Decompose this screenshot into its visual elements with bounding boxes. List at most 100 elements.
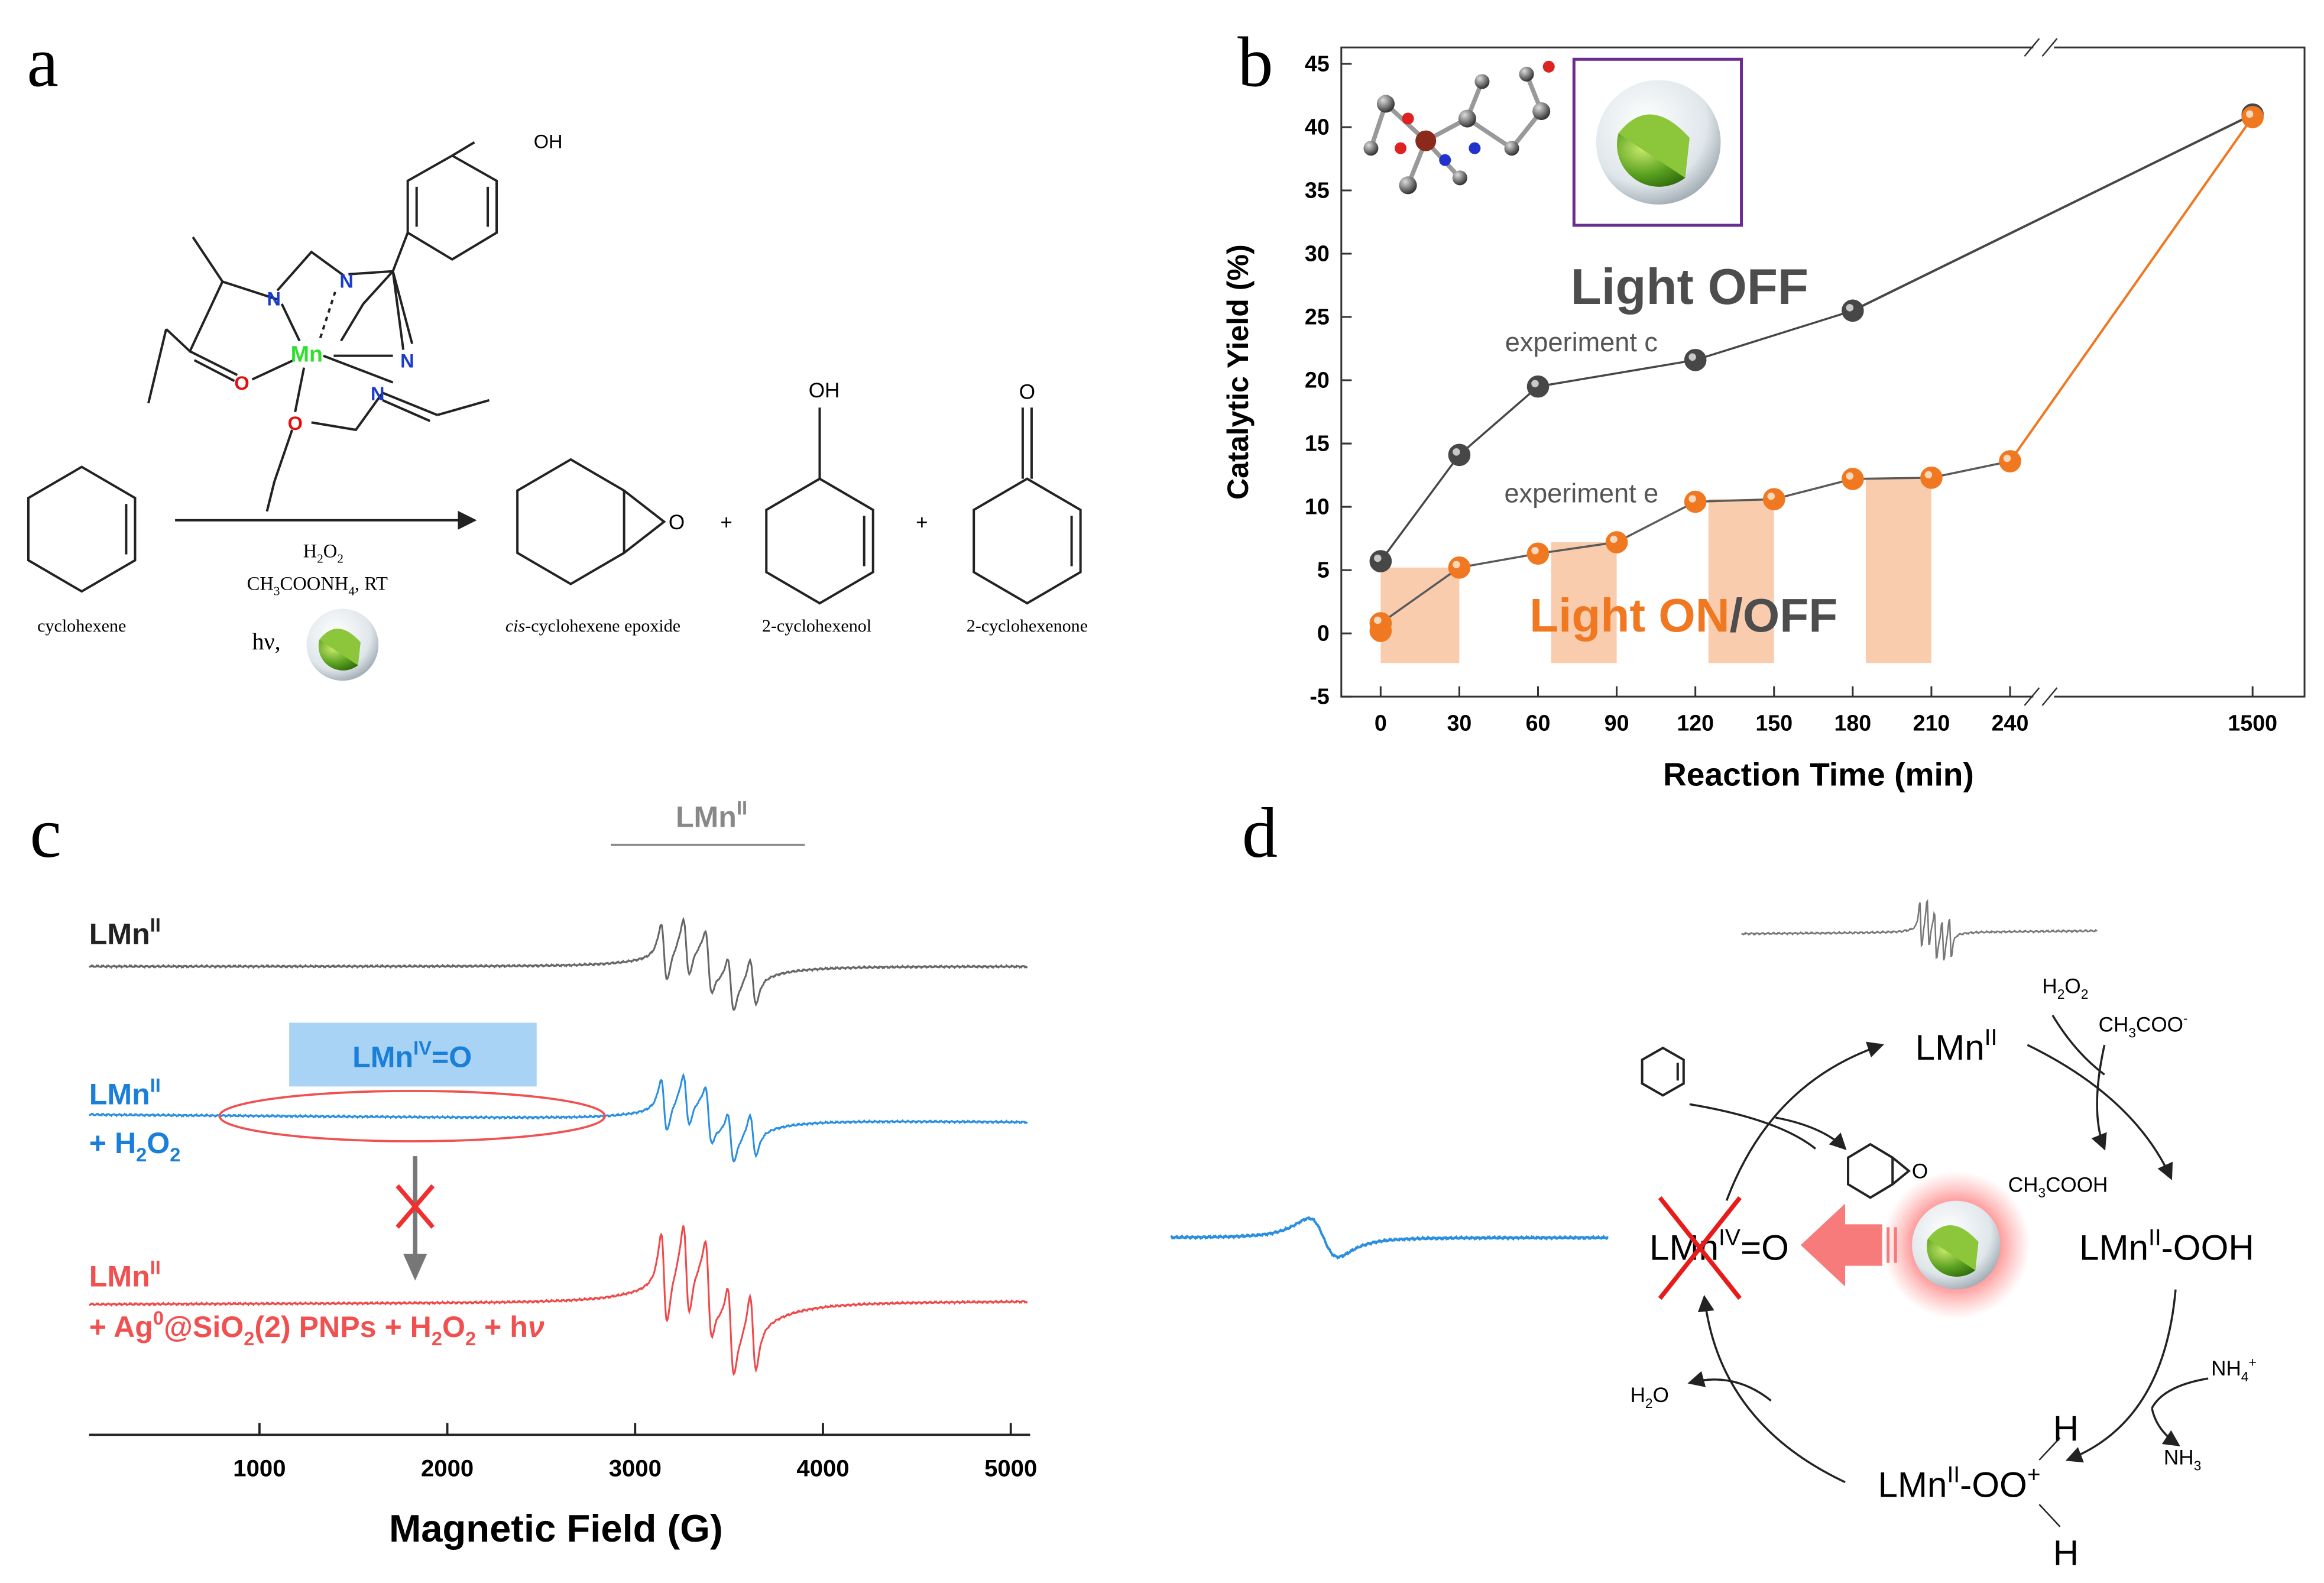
panel-a: a OH N N N N Mn O O H2O2 CH3COONH4, RT h… bbox=[27, 23, 1088, 681]
compound-name: cyclohexene bbox=[37, 616, 126, 636]
text-run: LMn bbox=[2079, 1228, 2148, 1268]
atom-label: N bbox=[339, 270, 354, 292]
series-line-tail bbox=[2009, 116, 2254, 462]
text-run: H bbox=[2042, 975, 2057, 998]
panel-c: c LMnII LMnII LMnIV=O LMnII + H2O2 LMnII… bbox=[30, 794, 1037, 1550]
text-run: II bbox=[2148, 1225, 2161, 1250]
y-tick-label: 15 bbox=[1305, 431, 1330, 456]
text-run: 2-cyclohexenone bbox=[967, 616, 1088, 636]
annotation: Light OFF bbox=[1571, 259, 1808, 315]
point-highlight bbox=[1767, 492, 1775, 500]
x-tick-label: 3000 bbox=[609, 1456, 662, 1482]
point-highlight bbox=[1610, 535, 1618, 543]
reagent: CH3COO- bbox=[2099, 1011, 2188, 1041]
x-tick-label: 30 bbox=[1447, 711, 1472, 736]
data-point bbox=[1999, 450, 2021, 472]
panel-label: d bbox=[1242, 794, 1278, 873]
series-line-tail bbox=[1852, 113, 2254, 312]
molecule-inset bbox=[1363, 60, 1555, 195]
data-point bbox=[1762, 488, 1785, 511]
text-run: CH bbox=[247, 574, 274, 595]
x-tick-label: 4000 bbox=[796, 1456, 849, 1482]
spectrum bbox=[89, 917, 1028, 1011]
text-run: =O bbox=[1740, 1228, 1789, 1268]
text-run: 2 bbox=[136, 1144, 147, 1166]
reagent: hν, bbox=[252, 628, 280, 655]
text-run: II bbox=[737, 798, 747, 819]
x-tick-label: 120 bbox=[1677, 711, 1714, 736]
bond bbox=[2038, 1437, 2061, 1461]
plot-area: -5 0 5 10 15 20 25 30 35 40 45 0 30 60 90 120 150 180 210 2… bbox=[1305, 51, 2277, 736]
y-tick-label: 35 bbox=[1305, 178, 1330, 203]
text-run: (2) PNPs + H bbox=[254, 1310, 431, 1344]
nanoparticle bbox=[1596, 80, 1721, 205]
y-axis-label: Catalytic Yield (%) bbox=[1221, 244, 1255, 500]
reagent: NH4+ bbox=[2211, 1354, 2257, 1384]
text-run: 2 bbox=[1645, 1396, 1653, 1411]
x-tick-label: 2000 bbox=[421, 1456, 474, 1482]
x-axis-ticks: 1000 2000 3000 4000 5000 bbox=[233, 1423, 1037, 1482]
data-point bbox=[2241, 106, 2264, 128]
cross bbox=[1658, 1196, 1742, 1300]
text-run: H bbox=[1631, 1384, 1645, 1407]
text-run: II bbox=[150, 915, 161, 936]
light-on-band bbox=[1551, 542, 1617, 663]
panel-d: d LMnII H2O2 CH3COO- CH3COOH LMnII-OOH N… bbox=[1170, 794, 2257, 1573]
text-run: II bbox=[150, 1074, 161, 1096]
data-point bbox=[1684, 349, 1707, 371]
spectra bbox=[1170, 899, 2098, 1260]
y-tick-label: 10 bbox=[1305, 494, 1330, 519]
y-tick-label: 0 bbox=[1317, 621, 1330, 646]
atom-label: N bbox=[400, 351, 414, 372]
x-tick-label: 60 bbox=[1526, 711, 1551, 736]
text-run: O bbox=[147, 1126, 170, 1160]
point-highlight bbox=[1846, 304, 1854, 312]
point-highlight bbox=[1688, 353, 1696, 361]
light-on-band bbox=[1708, 499, 1774, 663]
text-run: @SiO bbox=[164, 1310, 244, 1344]
annotation-off: /OFF bbox=[1730, 588, 1838, 642]
x-axis-label: Magnetic Field (G) bbox=[389, 1507, 723, 1550]
panel-label: a bbox=[27, 23, 58, 102]
point-highlight bbox=[2245, 110, 2254, 118]
data-point bbox=[1526, 542, 1550, 565]
point-highlight bbox=[1374, 616, 1382, 624]
text-run: 0 bbox=[153, 1307, 164, 1329]
text-run: LMn bbox=[89, 1260, 150, 1293]
atom-label: O bbox=[288, 413, 303, 434]
text-run: 3 bbox=[2128, 1025, 2136, 1040]
series-label: experiment c bbox=[1505, 327, 1658, 357]
y-tick-label: 5 bbox=[1317, 558, 1330, 582]
text-run: 2-cyclohexenol bbox=[762, 616, 871, 636]
text-run: O bbox=[2064, 975, 2080, 998]
text-run: + bbox=[2248, 1354, 2256, 1370]
x-tick-label: 240 bbox=[1992, 711, 2029, 736]
highlight-label: LMnIV=O bbox=[352, 1038, 472, 1074]
text-run: IV bbox=[1719, 1225, 1740, 1250]
text-run: 3 bbox=[2194, 1458, 2202, 1473]
text-run: COO bbox=[2136, 1014, 2183, 1037]
point-highlight bbox=[1688, 495, 1696, 503]
arrow-head bbox=[403, 1254, 427, 1281]
species: LMnIV=O bbox=[1649, 1225, 1789, 1267]
text-run: - bbox=[2183, 1011, 2188, 1026]
text-run: 2 bbox=[2057, 986, 2065, 1002]
reagent: H2O2 bbox=[2042, 975, 2088, 1002]
reagent: H2O2 bbox=[303, 540, 343, 565]
data-point bbox=[1842, 468, 1864, 490]
series-label: experiment e bbox=[1504, 478, 1658, 509]
x-tick-label: 1000 bbox=[233, 1456, 286, 1482]
panel-label: c bbox=[30, 794, 61, 873]
text-run: O bbox=[442, 1310, 465, 1344]
compound-name: 2-cyclohexenol bbox=[762, 616, 871, 636]
text-run: NH bbox=[2211, 1357, 2241, 1380]
atom-label: H bbox=[2053, 1409, 2079, 1448]
point-highlight bbox=[1374, 554, 1382, 562]
text-run: LMn bbox=[89, 1077, 150, 1111]
text-run: LMn bbox=[1878, 1465, 1947, 1505]
text-run: O bbox=[1653, 1384, 1669, 1407]
nanoparticle bbox=[1912, 1200, 2001, 1290]
text-run: 2 bbox=[244, 1328, 254, 1349]
text-run: COONH bbox=[280, 574, 348, 595]
x-axis-label: Reaction Time (min) bbox=[1663, 756, 1974, 792]
